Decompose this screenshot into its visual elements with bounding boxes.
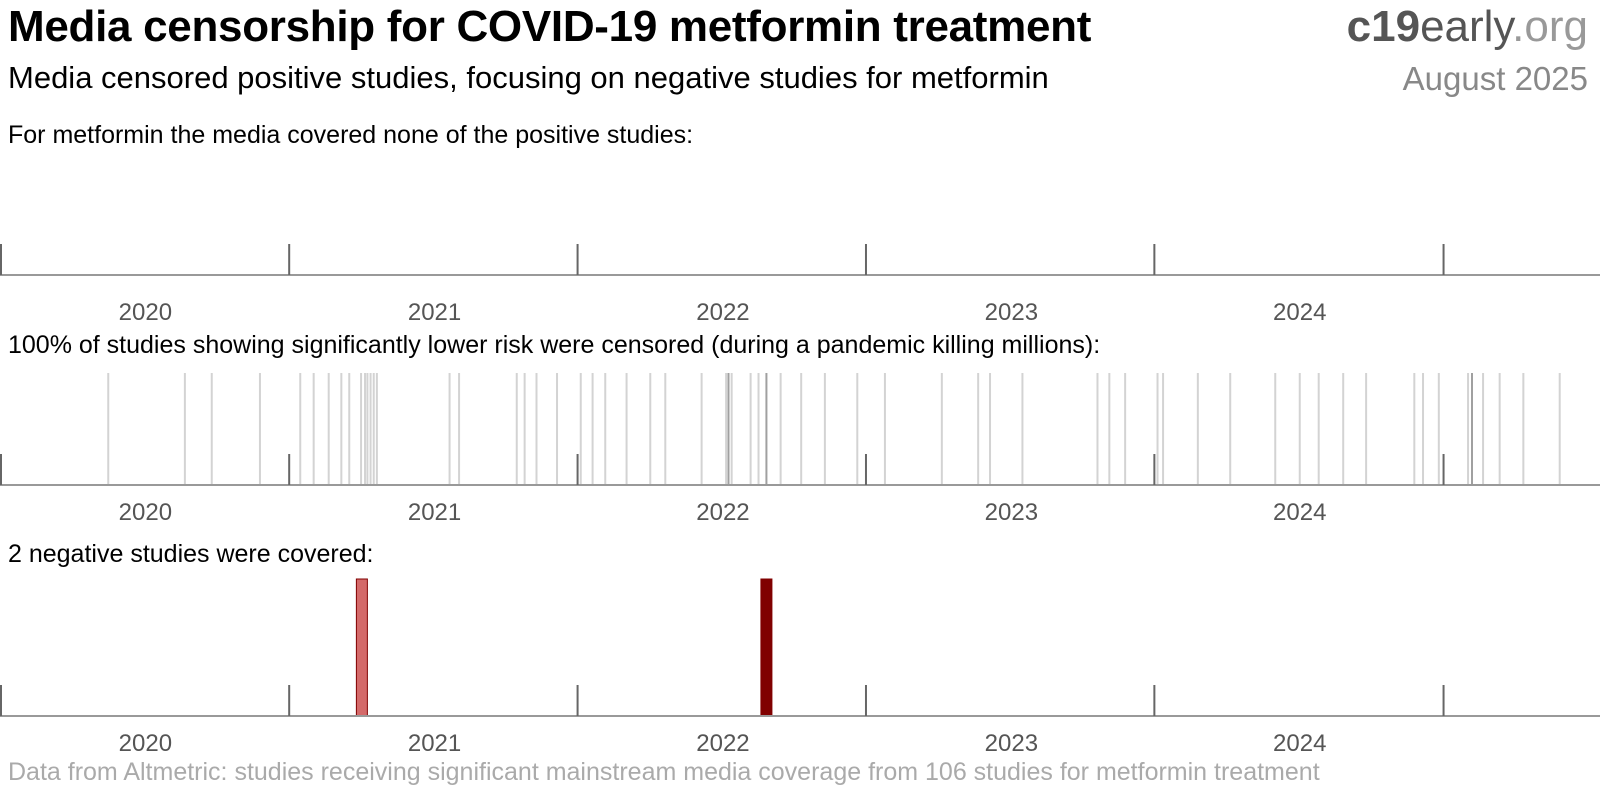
x-tick-label: 2022 — [696, 499, 749, 526]
x-tick-label: 2020 — [119, 299, 172, 326]
panel-negative-title: 2 negative studies were covered: — [8, 540, 374, 568]
x-tick-label: 2023 — [985, 499, 1038, 526]
brand-part-mid: early — [1420, 2, 1513, 51]
panel-negative-timeline: 2020 2021 2022 2023 2024 — [0, 578, 1600, 757]
x-tick-label: 2021 — [408, 730, 461, 757]
x-tick-label: 2024 — [1273, 499, 1326, 526]
x-tick-label: 2023 — [985, 299, 1038, 326]
data-source-note: Data from Altmetric: studies receiving s… — [8, 758, 1320, 786]
brand-part-end: .org — [1512, 2, 1588, 51]
chart-title: Media censorship for COVID-19 metformin … — [8, 2, 1092, 51]
panel-censored-title: 100% of studies showing significantly lo… — [8, 331, 1101, 359]
brand-logo[interactable]: c19early.org — [1347, 2, 1588, 52]
x-tick-label: 2022 — [696, 299, 749, 326]
publication-date: August 2025 — [1402, 60, 1588, 97]
panel-censored-timeline: 2020 2021 2022 2023 2024 — [0, 373, 1600, 526]
x-tick-label: 2021 — [408, 499, 461, 526]
negative-study-bar — [355, 578, 368, 717]
x-tick-label: 2021 — [408, 299, 461, 326]
x-tick-label: 2024 — [1273, 299, 1326, 326]
brand-part-bold: c19 — [1346, 2, 1421, 51]
x-tick-label: 2020 — [119, 730, 172, 757]
panel-positive-title: For metformin the media covered none of … — [8, 121, 694, 149]
x-tick-label: 2023 — [985, 730, 1038, 757]
x-tick-label: 2024 — [1273, 730, 1326, 757]
panel-positive-timeline: 2020 2021 2022 2023 2024 — [0, 244, 1600, 326]
x-tick-label: 2020 — [119, 499, 172, 526]
negative-study-bar — [760, 578, 773, 717]
x-tick-label: 2022 — [696, 730, 749, 757]
chart-subtitle: Media censored positive studies, focusin… — [8, 60, 1049, 95]
